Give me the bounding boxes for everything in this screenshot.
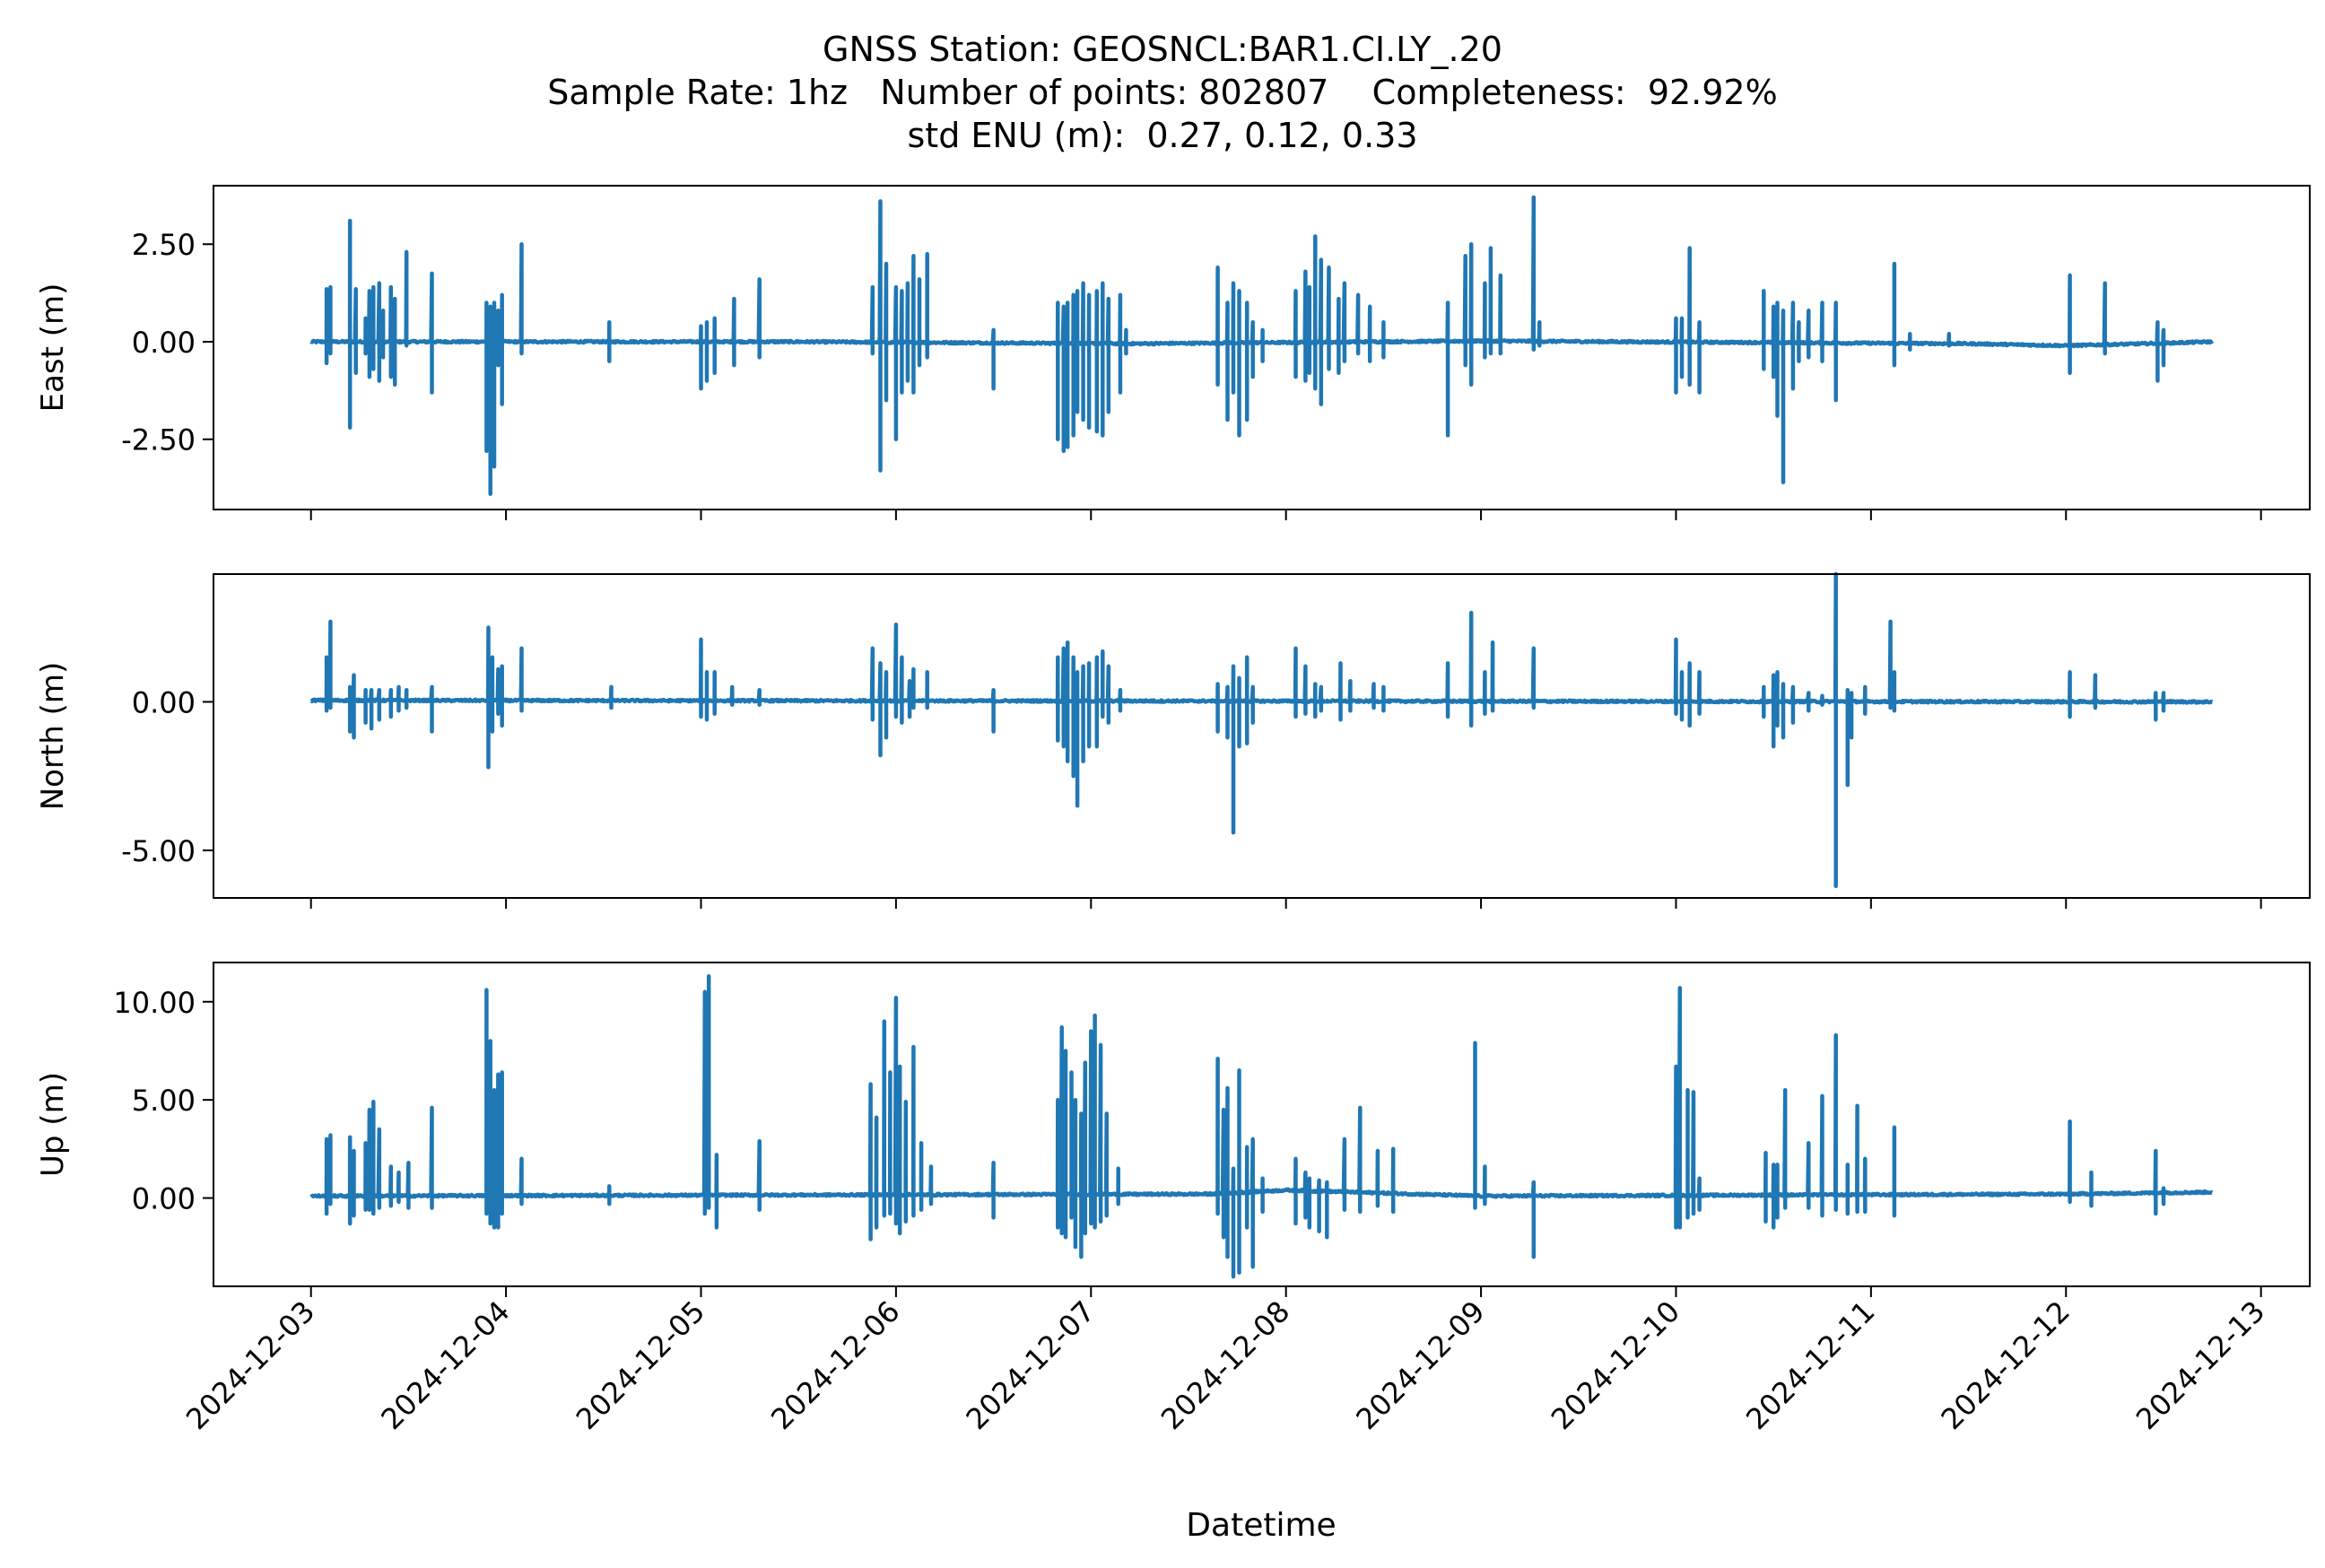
x-tick-label: 2024-12-13 bbox=[2129, 1294, 2271, 1436]
panel-3: 10.00 5.00 0.00 Up (m) bbox=[35, 962, 2311, 1297]
x-tick-label: 2024-12-05 bbox=[570, 1294, 711, 1436]
axes-frame-2 bbox=[213, 573, 2311, 899]
x-tick-label: 2024-12-06 bbox=[764, 1294, 906, 1436]
series-line-3 bbox=[309, 974, 2214, 1279]
x-tick-label: 2024-12-10 bbox=[1545, 1294, 1686, 1436]
x-axis-label: Datetime bbox=[1186, 1507, 1336, 1544]
axes-frame-3 bbox=[213, 962, 2311, 1287]
y-tick-label: 0.00 bbox=[132, 685, 196, 719]
chart-title-line-1: GNSS Station: GEOSNCL:BAR1.CI.LY_.20 bbox=[823, 30, 1502, 69]
x-tick-label: 2024-12-11 bbox=[1739, 1294, 1881, 1436]
chart-title-line-3: std ENU (m): 0.27, 0.12, 0.33 bbox=[907, 116, 1418, 155]
series-line-2 bbox=[309, 571, 2214, 889]
y-tick-label: 10.00 bbox=[113, 986, 196, 1020]
y-axis-label: East (m) bbox=[35, 283, 71, 413]
x-tick-label: 2024-12-03 bbox=[179, 1294, 321, 1436]
y-tick-label: 2.50 bbox=[132, 228, 196, 262]
y-axis-label: North (m) bbox=[35, 662, 71, 811]
x-tick-label: 2024-12-08 bbox=[1154, 1294, 1296, 1436]
x-tick-label: 2024-12-09 bbox=[1349, 1294, 1491, 1436]
x-tick-label: 2024-12-07 bbox=[960, 1294, 1102, 1436]
y-tick-label: -2.50 bbox=[121, 423, 196, 457]
series-line-1 bbox=[309, 195, 2215, 496]
x-tick-label: 2024-12-04 bbox=[374, 1294, 516, 1436]
y-tick-label: 0.00 bbox=[132, 326, 196, 360]
panel-2: 0.00 -5.00 North (m) bbox=[35, 571, 2311, 909]
y-tick-label: -5.00 bbox=[121, 834, 196, 868]
y-axis-label: Up (m) bbox=[35, 1072, 71, 1177]
y-tick-label: 5.00 bbox=[132, 1084, 196, 1118]
panels-layer: 2.50 0.00 -2.50 East (m) 0.00 -5.00 North (m) 1… bbox=[35, 185, 2311, 1436]
y-tick-label: 0.00 bbox=[132, 1182, 196, 1216]
panel-1: 2.50 0.00 -2.50 East (m) bbox=[35, 185, 2311, 520]
chart-title-line-2: Sample Rate: 1hz Number of points: 80280… bbox=[547, 73, 1778, 112]
axes-frame-1 bbox=[213, 185, 2311, 510]
x-tick-label: 2024-12-12 bbox=[1935, 1294, 2077, 1436]
